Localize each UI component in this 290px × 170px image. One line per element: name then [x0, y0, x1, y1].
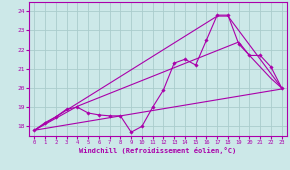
- X-axis label: Windchill (Refroidissement éolien,°C): Windchill (Refroidissement éolien,°C): [79, 147, 237, 154]
